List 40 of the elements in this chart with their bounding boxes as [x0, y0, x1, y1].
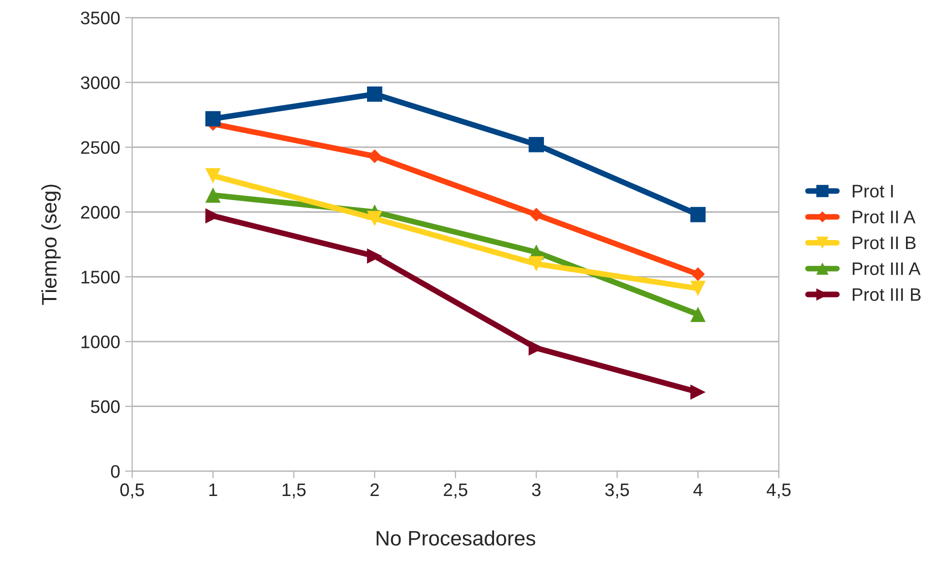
point [528, 340, 544, 356]
point [690, 280, 706, 296]
x-axis-title: No Procesadores [376, 530, 536, 546]
x-tick-label: 3 [532, 483, 541, 496]
x-tick-label: 3,5 [605, 483, 629, 498]
y-tick-label: 500 [90, 400, 120, 414]
y-tick-label: 1000 [82, 335, 120, 348]
point [529, 208, 544, 222]
point [367, 210, 382, 226]
point [205, 111, 221, 126]
legend-label: Prot II B [852, 236, 916, 250]
y-tick-label: 2500 [81, 141, 120, 154]
y-tick-label: 2000 [81, 206, 120, 219]
y-tick-label: 3000 [80, 76, 120, 90]
x-tick-label: 4,5 [766, 484, 791, 498]
x-tick-label: 2,5 [444, 483, 468, 498]
point [367, 248, 382, 264]
y-tick-label: 0 [111, 465, 120, 478]
legend-label: Prot I [852, 184, 893, 198]
x-tick-label: 1,5 [282, 484, 306, 498]
point [205, 168, 221, 184]
y-tick-label: 3500 [80, 12, 120, 24]
point [690, 384, 706, 400]
point [691, 267, 705, 282]
point [368, 149, 382, 164]
legend-label: Prot II A [852, 210, 916, 224]
point [528, 256, 544, 272]
x-tick-label: 0,5 [120, 483, 144, 498]
legend-label: Prot III A [852, 262, 921, 276]
y-tick-label: 1500 [82, 270, 120, 284]
point [367, 86, 382, 102]
x-tick-label: 2 [370, 483, 379, 496]
x-tick-label: 4 [693, 484, 702, 496]
point [690, 206, 706, 222]
point [528, 136, 544, 152]
point [690, 306, 706, 322]
x-tick-label: 1 [209, 484, 218, 496]
legend-label: Prot III B [852, 288, 921, 301]
y-axis-title: Tiempo (seg) [41, 184, 61, 305]
point [205, 188, 221, 203]
